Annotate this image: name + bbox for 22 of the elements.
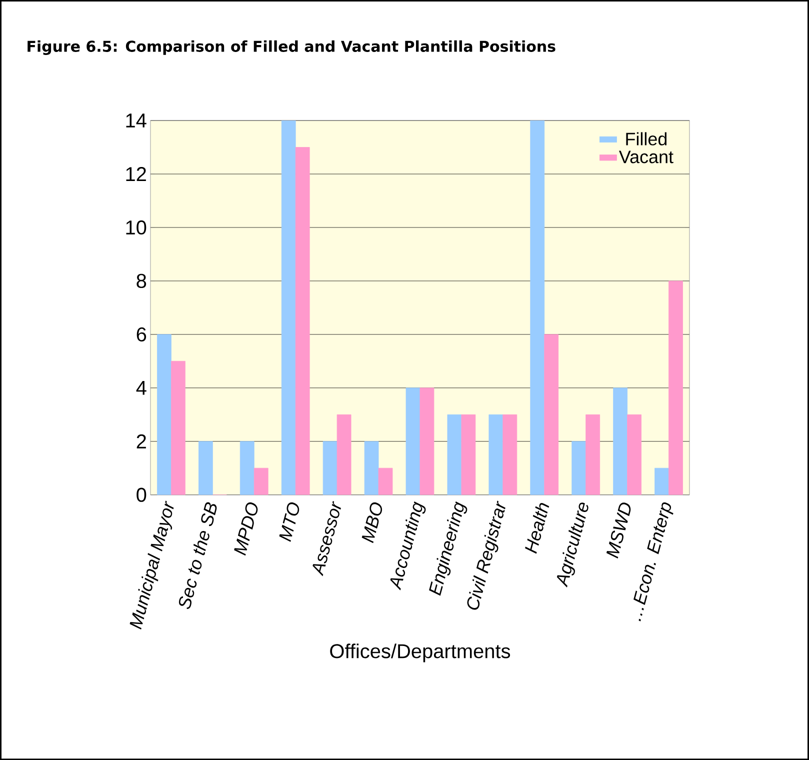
x-tick-label: Assessor <box>312 500 341 576</box>
y-tick-label: 14 <box>126 114 146 128</box>
x-tick-label: MSWD <box>606 502 631 558</box>
chart-title: Figure 6.5: Comparison of Filled and Vacant Plantilla Positions <box>28 40 556 55</box>
y-tick-label: 10 <box>126 220 146 234</box>
x-axis-title: Offices/Departments <box>330 644 510 662</box>
y-tick-label: 6 <box>136 327 146 342</box>
x-tick-label: MPDO <box>234 502 258 556</box>
legend-label: Filled <box>626 132 666 146</box>
y-tick-label: 0 <box>136 488 146 502</box>
legend-label: Vacant <box>618 150 674 164</box>
x-tick-label: Civil Registrar <box>467 500 506 610</box>
y-tick-label: 8 <box>136 274 146 288</box>
x-tick-label: Health <box>525 502 550 554</box>
x-tick-label: Municipal Mayor <box>130 500 174 630</box>
y-tick-label: 12 <box>126 166 146 181</box>
x-tick-label: …Econ. Enterp <box>634 502 674 622</box>
y-tick-label: 2 <box>136 434 146 448</box>
x-tick-label: Sec to the SB <box>178 502 217 609</box>
x-tick-label: MTO <box>279 502 300 542</box>
x-tick-label: MBO <box>362 502 382 544</box>
y-tick-label: 4 <box>136 380 146 395</box>
